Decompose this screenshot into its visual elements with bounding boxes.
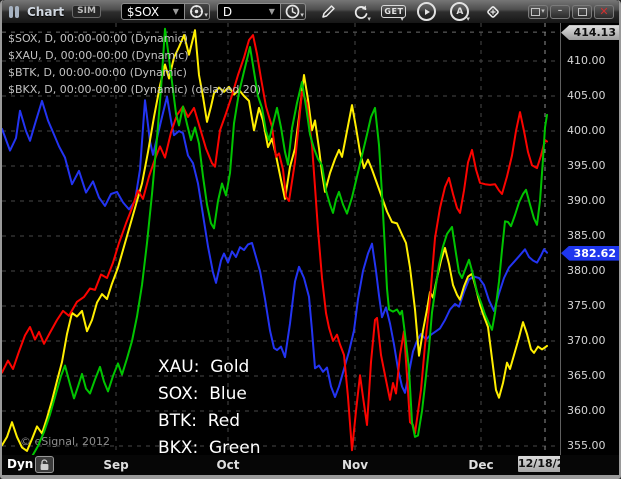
lock-icon (40, 458, 49, 470)
annotation-line-2: BTK: Red (158, 411, 241, 431)
price-tick-label: 360.00 (567, 404, 606, 417)
axis-corner (560, 455, 619, 475)
annotation-line-0: XAU: Gold (158, 357, 250, 377)
copyright-watermark: © eSignal, 2012 (20, 435, 111, 448)
price-tick-label: 380.00 (567, 264, 606, 277)
price-tick-label: 385.00 (567, 229, 606, 242)
clock-interval-icon (286, 4, 300, 19)
price-lines-chart[interactable] (2, 23, 560, 455)
color-key-annotation: XAU: Gold SOX: Blue BTK: Red BKX: Green (158, 354, 260, 455)
price-tick-label: 400.00 (567, 124, 606, 137)
pencil-draw-icon (322, 4, 335, 18)
month-label-oct: Oct (216, 458, 240, 472)
interval-combobox[interactable]: D ▼ (216, 3, 281, 20)
time-interval-button[interactable]: ▾ (280, 3, 306, 20)
maximize-icon (577, 7, 587, 16)
cycle-settings-button[interactable]: ▾ (184, 3, 210, 20)
price-axis[interactable]: 410.00 405.00 400.00 395.00 390.00 385.00 380.… (560, 23, 619, 455)
last-price-tag: 382.62 (561, 245, 619, 261)
month-label-nov: Nov (341, 458, 369, 472)
series-line-btk (2, 34, 548, 452)
eraser-button[interactable] (482, 1, 504, 23)
auto-a-icon: A (450, 2, 470, 21)
month-label-sep: Sep (103, 458, 129, 472)
time-axis-bar[interactable]: Dyn 12/18/2012 Sep Oct Nov Dec (2, 455, 587, 475)
restore-panel-icon (531, 7, 541, 16)
dyn-label: Dyn (7, 457, 34, 471)
price-tick-label: 390.00 (567, 194, 606, 207)
chevron-down-icon: ▾ (466, 14, 470, 23)
price-tick-label: 370.00 (567, 334, 606, 347)
price-tick-label: 375.00 (567, 299, 606, 312)
legend-line-2: $BTK, D, 00:00-00:00 (Dynamic) (8, 66, 187, 79)
price-tick-label: 405.00 (567, 89, 606, 102)
annotation-line-1: SOX: Blue (158, 384, 247, 404)
symbol-value: $SOX (126, 4, 160, 19)
draw-pencil-button[interactable] (317, 1, 339, 23)
price-tick-label: 355.00 (567, 439, 606, 452)
window-title: Chart (27, 4, 65, 19)
price-tick-label: 395.00 (567, 159, 606, 172)
close-button[interactable]: ✕ (594, 4, 614, 19)
window-controls: ▾ – ✕ (528, 4, 614, 19)
chevron-down-icon[interactable]: ▼ (172, 7, 179, 16)
chart-plot-area[interactable]: © eSignal, 2012 $SOX, D, 00:00-00:00 (Dy… (2, 23, 560, 455)
restore-panel-button[interactable]: ▾ (528, 4, 548, 19)
month-label-dec: Dec (468, 458, 494, 472)
minimize-button[interactable]: – (550, 4, 570, 19)
series-legend: $SOX, D, 00:00-00:00 (Dynamic) $XAU, D, 0… (8, 30, 261, 98)
cycle-settings-icon (190, 5, 204, 18)
play-button[interactable] (416, 1, 438, 23)
auto-mode-button[interactable]: A ▾ (449, 1, 471, 23)
chevron-down-icon: ▾ (300, 11, 304, 19)
get-data-icon: GET (381, 5, 407, 18)
symbol-combobox[interactable]: $SOX ▼ (120, 3, 185, 20)
interval-value: D (222, 4, 233, 19)
maximize-button[interactable] (572, 4, 592, 19)
titlebar[interactable]: Chart SIM $SOX ▼ ▾ D ▼ ▾ (2, 0, 619, 23)
window-pause-icon (9, 5, 19, 18)
reload-chart-button[interactable]: ▾ (350, 1, 372, 23)
chevron-down-icon: ▾ (204, 11, 208, 19)
chevron-down-icon[interactable]: ▼ (268, 7, 275, 16)
legend-line-1: $XAU, D, 00:00-00:00 (Dynamic) (8, 49, 189, 62)
chevron-down-icon: ▾ (400, 14, 404, 23)
annotation-line-3: BKX: Green (158, 438, 261, 455)
get-data-button[interactable]: GET ▾ (381, 1, 407, 23)
price-tick-label: 365.00 (567, 369, 606, 382)
play-icon (417, 2, 437, 21)
series-line-sox (2, 95, 548, 398)
price-tick-label: 410.00 (567, 54, 606, 67)
legend-line-0: $SOX, D, 00:00-00:00 (Dynamic) (8, 32, 188, 45)
chevron-down-icon: ▾ (367, 14, 371, 23)
eraser-icon (487, 5, 499, 18)
high-price-tag: 414.13 (561, 25, 619, 41)
scale-lock-button[interactable] (35, 456, 54, 473)
legend-line-3: $BKX, D, 00:00-00:00 (Dynamic) (delayed … (8, 83, 262, 96)
chevron-down-icon: ▾ (541, 7, 545, 15)
sim-badge: SIM (72, 5, 101, 18)
series-line-bkx (31, 27, 548, 455)
refresh-arrow-icon (354, 5, 368, 19)
